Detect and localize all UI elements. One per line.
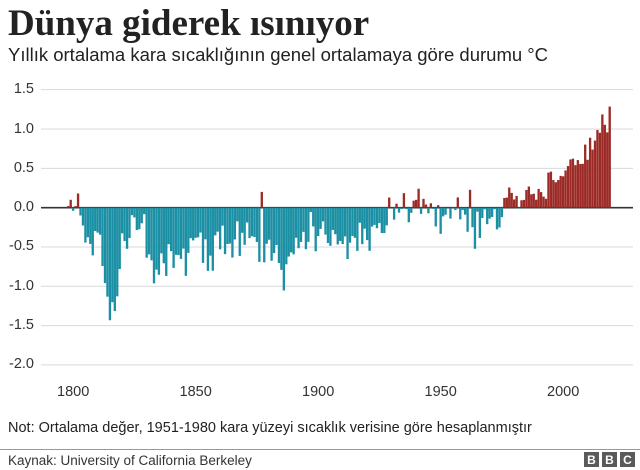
- svg-text:B: B: [605, 453, 614, 467]
- svg-text:B: B: [587, 453, 596, 467]
- svg-text:C: C: [623, 453, 632, 467]
